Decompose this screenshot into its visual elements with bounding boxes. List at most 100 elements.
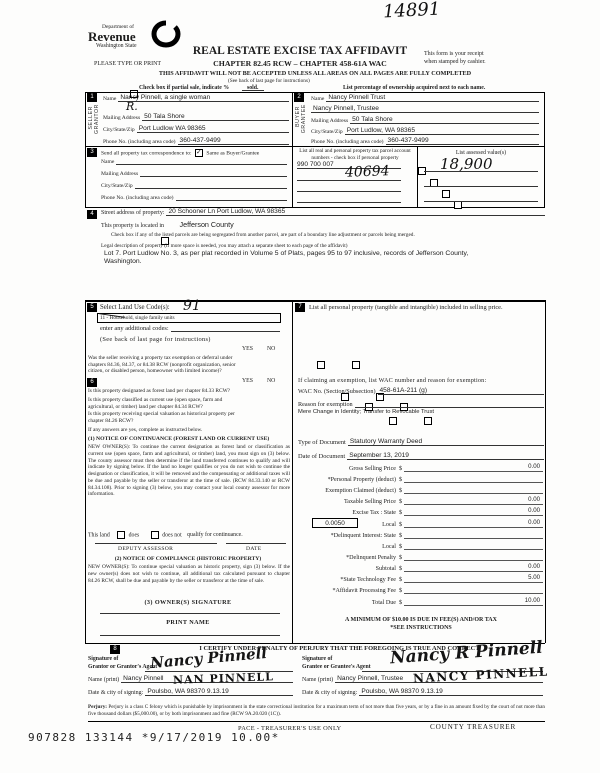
parcel-line-4 bbox=[297, 202, 401, 203]
handwritten-parcel-number: 40694 bbox=[344, 163, 390, 181]
grantor-name-row: Name (print) Nancy Pinnell bbox=[88, 675, 293, 684]
document-type-row: Type of Document Statutory Warranty Deed bbox=[298, 438, 544, 447]
assessed-line-1 bbox=[424, 171, 538, 172]
money-row-personal: *Personal Property (deduct) $ bbox=[300, 474, 543, 483]
seller-city-value: Port Ludlow WA 98365 bbox=[136, 125, 289, 134]
notice2-title: (2) NOTICE OF COMPLIANCE (HISTORIC PROPE… bbox=[114, 556, 262, 562]
sold-label: sold. bbox=[247, 85, 259, 91]
document-date-value: September 13, 2019 bbox=[347, 452, 544, 461]
correspondence-phone-row: Phone No. (including area code) bbox=[101, 195, 287, 201]
street-address-value: 20 Schooner Ln Port Ludlow, WA 98365 bbox=[166, 208, 545, 217]
grantor-date-value: Poulsbo, WA 98370 9.13.19 bbox=[145, 688, 293, 697]
grantee-name-row: Name (print) Nancy Pinnell, Trustee bbox=[302, 675, 543, 684]
deputy-assessor-label: DEPUTY ASSESSOR bbox=[118, 546, 174, 552]
buyer-name2-row: Nancy Pinnell, Trustee bbox=[311, 105, 539, 114]
assessed-header: List assessed value(s) bbox=[455, 150, 507, 156]
section7-badge: 7 bbox=[295, 303, 305, 312]
legal-description-line2: Washington. bbox=[104, 258, 142, 265]
current-use-question: Is this property classified as current u… bbox=[88, 397, 223, 410]
historic-question: Is this property receiving special valua… bbox=[88, 411, 235, 424]
grantor-handwritten-name: NAN PINNELL bbox=[172, 670, 275, 687]
buyer-mailing-value: 50 Tala Shore bbox=[350, 116, 539, 125]
seller-name-label: Name bbox=[103, 96, 117, 103]
seller-phone-label: Phone No. (including area code) bbox=[103, 139, 176, 146]
parcel-personal-checkbox-3 bbox=[442, 190, 450, 199]
main-box-divider bbox=[292, 300, 293, 643]
same-as-buyer-label: Same as Buyer/Grantee bbox=[206, 150, 260, 157]
section4-badge: 4 bbox=[87, 210, 97, 219]
segregated-checkbox bbox=[161, 237, 169, 246]
street-address-row: Street address of property: 20 Schooner … bbox=[101, 208, 545, 217]
document-type-label: Type of Document bbox=[298, 439, 346, 447]
seller-mailing-value: 50 Tala Shore bbox=[142, 113, 289, 122]
buyer-mailing-label: Mailing Address bbox=[311, 118, 349, 125]
buyer-name-value: Nancy Pinnell Trust bbox=[326, 94, 539, 103]
notice2-body: NEW OWNER(S): To continue special valuat… bbox=[88, 564, 290, 584]
does-checkbox bbox=[117, 531, 126, 539]
minimum-fee-note: A MINIMUM OF $10.00 IS DUE IN FEE(S) AND… bbox=[345, 617, 497, 623]
seller-city-label: City/State/Zip bbox=[103, 127, 135, 134]
correspondence-mailing-row: Mailing Address bbox=[101, 171, 287, 177]
dor-logo: Department of Revenue Washington State bbox=[88, 24, 137, 49]
historic-no-checkbox bbox=[424, 417, 432, 426]
seller-city-row: City/State/Zip Port Ludlow WA 98365 bbox=[103, 125, 289, 134]
perjury-body: Perjury is a class C felony which is pun… bbox=[88, 704, 545, 717]
buyer-name-label: Name bbox=[311, 96, 325, 103]
main-box-bottom-border bbox=[85, 643, 545, 644]
money-row-excise-state: Excise Tax : State $ 0.00 bbox=[300, 507, 543, 516]
section1-badge: 1 bbox=[87, 93, 97, 102]
sec5-yes-header: YES bbox=[242, 346, 253, 352]
section6-badge: 6 bbox=[87, 378, 97, 387]
correspondence-name-row: Name bbox=[101, 159, 287, 165]
seller-name-row: Name Nancy Pinnell, a single woman bbox=[103, 94, 289, 103]
land-use-code-box: 11 - Household, single family units bbox=[97, 313, 281, 323]
street-address-label: Street address of property: bbox=[101, 210, 165, 217]
notice1-title: (1) NOTICE OF CONTINUANCE (FOREST LAND O… bbox=[88, 436, 270, 442]
buyer-phone-label: Phone No. (including area code) bbox=[311, 139, 384, 146]
same-as-buyer-checkbox bbox=[194, 148, 203, 157]
reason-label: Reason for exemption bbox=[298, 401, 353, 408]
main-box-right-border bbox=[545, 300, 546, 643]
sec5-question: Was the seller receiving a property tax … bbox=[88, 355, 236, 375]
correspondence-city-label: City/State/Zip bbox=[101, 183, 133, 189]
grantor-date-row: Date & city of signing: Poulsbo, WA 9837… bbox=[88, 688, 293, 697]
ownership-note: List percentage of ownership acquired ne… bbox=[343, 85, 486, 91]
owners-signature-line bbox=[100, 613, 280, 614]
seller-phone-value: 360-437-9499 bbox=[177, 137, 289, 146]
seller-name-value: Nancy Pinnell, a single woman bbox=[118, 94, 289, 103]
money-row-gross: Gross Selling Price $ 0.00 bbox=[300, 463, 543, 472]
partial-sale-checkbox bbox=[130, 90, 138, 99]
reason-value: Mere Change in Identity; Transfer to Rev… bbox=[298, 409, 434, 415]
seller-handwritten-note: R. bbox=[126, 100, 138, 113]
personal-property-label: List all personal property (tangible and… bbox=[309, 304, 503, 311]
grantee-name-value: Nancy Pinnell, Trustee bbox=[335, 675, 543, 684]
correspondence-mailing-label: Mailing Address bbox=[101, 171, 139, 177]
print-name-line bbox=[100, 635, 280, 636]
receipt-note-line1: This form is your receipt bbox=[424, 51, 484, 57]
forest-yes-checkbox bbox=[341, 393, 349, 402]
sec5-no-checkbox bbox=[352, 361, 360, 370]
document-type-value: Statutory Warranty Deed bbox=[347, 438, 544, 447]
additional-codes-label: enter any additional codes: bbox=[100, 325, 169, 332]
located-in-row: This property is located in Jefferson Co… bbox=[101, 220, 234, 229]
forest-land-question: Is this property designated as forest la… bbox=[88, 388, 231, 394]
send-correspondence-label: Send all property tax correspondence to: bbox=[101, 150, 192, 157]
county-value: Jefferson County bbox=[179, 220, 234, 229]
forest-no-checkbox bbox=[376, 393, 384, 402]
claiming-exemption-label: If claiming an exemption, list WAC numbe… bbox=[298, 377, 487, 384]
correspondence-city-row: City/State/Zip bbox=[101, 183, 287, 189]
grantor-name-value: Nancy Pinnell bbox=[121, 675, 293, 684]
correspondence-name-label: Name bbox=[101, 159, 115, 165]
seller-mailing-row: Mailing Address 50 Tala Shore bbox=[103, 113, 289, 122]
revenue-swirl-icon bbox=[151, 20, 181, 48]
sec6-yes-header: YES bbox=[242, 378, 253, 384]
handwritten-assessed-value: 18,900 bbox=[440, 155, 493, 173]
receipt-note: This form is your receipt when stamped b… bbox=[424, 51, 486, 67]
wac-value: 458-61A-211 (g) bbox=[377, 387, 544, 396]
buyer-city-value: Port Ludlow, WA 98365 bbox=[344, 127, 539, 136]
correspondence-phone-label: Phone No. (including area code) bbox=[101, 195, 174, 201]
grantee-date-value: Poulsbo, WA 98370 9.13.19 bbox=[359, 688, 543, 697]
money-row-exemption: Exemption Claimed (deduct) $ bbox=[300, 485, 543, 494]
reason-row: Reason for exemption bbox=[298, 401, 544, 408]
